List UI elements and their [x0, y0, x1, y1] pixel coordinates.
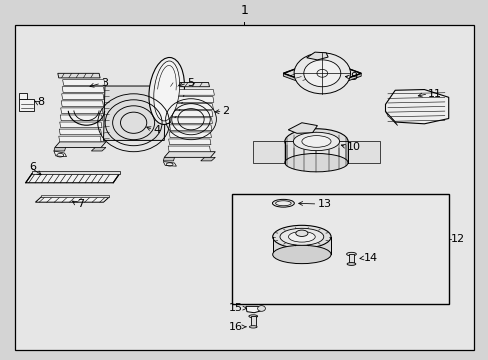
Text: 12: 12 [450, 234, 464, 244]
Text: 15: 15 [228, 303, 243, 313]
Text: 7: 7 [77, 199, 84, 209]
Bar [232, 194, 448, 304]
Polygon shape [169, 132, 211, 138]
Polygon shape [245, 306, 260, 313]
Polygon shape [20, 99, 34, 112]
Polygon shape [167, 82, 209, 87]
Text: 16: 16 [228, 322, 243, 332]
Text: 5: 5 [187, 78, 194, 88]
Polygon shape [60, 115, 102, 121]
Polygon shape [306, 52, 327, 60]
Ellipse shape [285, 129, 347, 154]
Polygon shape [171, 96, 213, 102]
Polygon shape [41, 195, 109, 197]
Polygon shape [170, 111, 212, 116]
Text: 6: 6 [30, 162, 37, 172]
Polygon shape [169, 125, 211, 131]
Polygon shape [272, 237, 330, 255]
Text: 8: 8 [37, 97, 44, 107]
Polygon shape [62, 87, 104, 93]
Polygon shape [168, 139, 210, 145]
Polygon shape [91, 148, 106, 151]
Polygon shape [61, 101, 103, 107]
Polygon shape [32, 171, 119, 174]
Ellipse shape [272, 225, 330, 248]
Text: 4: 4 [153, 125, 160, 135]
Polygon shape [62, 80, 105, 85]
Polygon shape [283, 59, 361, 87]
Text: 1: 1 [240, 4, 248, 17]
Polygon shape [54, 151, 66, 157]
Ellipse shape [153, 61, 179, 121]
Polygon shape [168, 146, 210, 152]
Polygon shape [285, 141, 347, 163]
Text: 9: 9 [350, 72, 357, 82]
Polygon shape [283, 73, 322, 90]
Polygon shape [60, 122, 102, 128]
Ellipse shape [275, 201, 290, 206]
Text: 11: 11 [427, 89, 441, 99]
Text: 13: 13 [317, 199, 331, 209]
Ellipse shape [346, 252, 356, 256]
Polygon shape [201, 157, 215, 161]
Polygon shape [59, 136, 101, 142]
Polygon shape [322, 73, 361, 90]
Text: 10: 10 [346, 142, 360, 152]
Circle shape [303, 60, 340, 87]
Polygon shape [55, 142, 106, 148]
Polygon shape [253, 141, 379, 163]
Ellipse shape [288, 231, 315, 242]
Text: 2: 2 [222, 107, 229, 116]
Ellipse shape [301, 136, 330, 147]
Polygon shape [61, 94, 104, 99]
Ellipse shape [346, 262, 355, 265]
Circle shape [293, 53, 350, 94]
Polygon shape [385, 112, 397, 126]
Ellipse shape [280, 228, 323, 245]
Polygon shape [59, 129, 102, 135]
Polygon shape [287, 123, 317, 133]
Circle shape [257, 306, 265, 311]
Polygon shape [61, 108, 103, 113]
Polygon shape [172, 90, 214, 95]
Ellipse shape [272, 245, 330, 264]
Ellipse shape [272, 199, 294, 207]
Polygon shape [163, 157, 174, 161]
Ellipse shape [293, 132, 339, 150]
Polygon shape [348, 254, 354, 264]
Polygon shape [103, 86, 165, 140]
Ellipse shape [249, 325, 257, 328]
Polygon shape [26, 174, 119, 183]
Polygon shape [20, 93, 27, 99]
Polygon shape [385, 90, 448, 124]
Polygon shape [164, 152, 215, 157]
Ellipse shape [248, 315, 257, 318]
Ellipse shape [285, 153, 347, 172]
Polygon shape [54, 148, 65, 151]
Polygon shape [163, 162, 176, 166]
Text: 3: 3 [101, 78, 108, 88]
Polygon shape [250, 316, 255, 327]
Text: 14: 14 [363, 253, 377, 263]
Polygon shape [170, 118, 212, 123]
Polygon shape [35, 197, 109, 202]
Polygon shape [171, 104, 213, 109]
Ellipse shape [149, 58, 184, 125]
Ellipse shape [295, 230, 307, 237]
Polygon shape [58, 73, 100, 78]
